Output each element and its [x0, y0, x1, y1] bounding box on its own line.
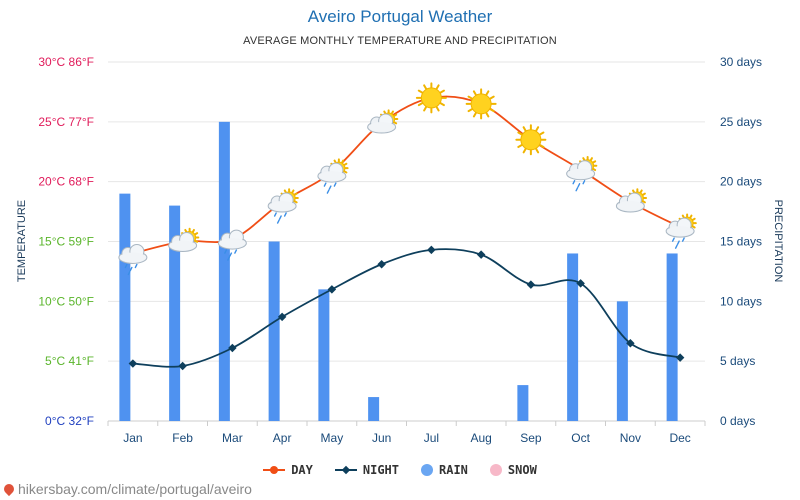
- rain-circle-icon: [421, 464, 433, 476]
- y-right-tick-label: 25 days: [720, 115, 762, 129]
- night-point: [228, 343, 237, 353]
- day-line-icon: [263, 465, 286, 475]
- y-right-tick-label: 15 days: [720, 235, 762, 249]
- legend-item-snow[interactable]: SNOW: [489, 463, 537, 477]
- x-tick-label: Jun: [372, 431, 391, 445]
- x-tick-label: May: [321, 431, 344, 445]
- map-pin-icon: [1, 481, 17, 497]
- night-point: [277, 312, 287, 322]
- night-point: [178, 361, 187, 371]
- night-point: [128, 359, 138, 368]
- rain-cloud-icon: [217, 229, 247, 261]
- x-tick-label: Apr: [273, 431, 292, 445]
- source-text: hikersbay.com/climate/portugal/aveiro: [18, 481, 252, 497]
- weather-chart: 0°C 32°F 0 days 5°C 41°F 5 days 10°C 50°F 10 …: [16, 55, 784, 445]
- y-left-tick-label: 25°C 77°F: [38, 115, 94, 129]
- x-tick-label: Sep: [520, 431, 542, 445]
- night-point: [377, 259, 386, 269]
- x-tick-label: Jul: [424, 431, 439, 445]
- legend-label-night: NIGHT: [362, 463, 399, 477]
- x-tick-label: Feb: [172, 431, 193, 445]
- night-point: [526, 280, 536, 289]
- y-left-tick-label: 15°C 59°F: [38, 235, 94, 249]
- y-right-tick-label: 5 days: [720, 354, 755, 368]
- rain-sun-cloud-icon: [665, 213, 697, 249]
- y-right-axis-title: PRECIPITATION: [772, 200, 784, 283]
- snow-circle-icon: [489, 464, 502, 476]
- sun-cloud-icon: [367, 109, 399, 134]
- legend-label-day: DAY: [291, 463, 313, 477]
- legend-item-rain[interactable]: RAIN: [421, 463, 468, 477]
- rain-bar: [119, 193, 131, 421]
- rain-bar: [169, 205, 181, 421]
- x-tick-label: Aug: [470, 431, 491, 445]
- rain-bar: [318, 289, 330, 421]
- x-tick-label: Dec: [669, 431, 690, 445]
- x-tick-label: Mar: [222, 431, 243, 445]
- rain-bar: [268, 241, 280, 421]
- rain-bar: [616, 301, 628, 421]
- rain-bar: [666, 253, 678, 421]
- night-point: [626, 338, 635, 348]
- y-left-tick-label: 0°C 32°F: [45, 414, 94, 428]
- rain-sun-cloud-icon: [317, 158, 349, 194]
- y-right-tick-label: 10 days: [720, 294, 762, 308]
- y-right-tick-label: 20 days: [720, 175, 762, 189]
- legend-item-night[interactable]: NIGHT: [334, 463, 399, 477]
- night-point: [675, 353, 685, 362]
- rain-sun-cloud-icon: [566, 156, 598, 192]
- legend-label-snow: SNOW: [507, 463, 537, 477]
- y-left-tick-label: 10°C 50°F: [38, 294, 94, 308]
- x-tick-label: Nov: [620, 431, 641, 445]
- y-left-tick-label: 20°C 68°F: [38, 175, 94, 189]
- chart-legend: DAY NIGHT RAIN SNOW: [0, 463, 800, 477]
- legend-label-rain: RAIN: [439, 463, 468, 477]
- x-tick-label: Jan: [123, 431, 142, 445]
- legend-item-day[interactable]: DAY: [263, 463, 313, 477]
- rain-bar: [517, 385, 529, 421]
- night-line: [132, 248, 681, 368]
- night-point: [427, 245, 436, 255]
- rain-bar: [368, 397, 380, 421]
- night-line-icon: [334, 465, 357, 475]
- sun-icon: [465, 88, 497, 120]
- rain-sun-cloud-icon: [267, 188, 299, 224]
- source-link[interactable]: hikersbay.com/climate/portugal/aveiro: [1, 481, 252, 497]
- night-point: [327, 285, 337, 294]
- rain-cloud-icon: [118, 243, 148, 276]
- y-left-axis-title: TEMPERATURE: [16, 200, 28, 282]
- sun-icon: [415, 82, 447, 114]
- chart-subtitle: AVERAGE MONTHLY TEMPERATURE AND PRECIPIT…: [243, 35, 557, 47]
- y-left-tick-label: 5°C 41°F: [45, 354, 94, 368]
- rain-bar: [567, 253, 579, 421]
- sun-cloud-icon: [615, 188, 648, 213]
- sun-cloud-icon: [168, 227, 200, 252]
- y-right-tick-label: 30 days: [720, 55, 762, 69]
- day-line: [132, 95, 681, 255]
- sun-icon: [515, 124, 547, 156]
- rain-bar: [218, 121, 230, 421]
- night-point: [476, 250, 486, 259]
- x-tick-label: Oct: [571, 431, 590, 445]
- chart-title: Aveiro Portugal Weather: [307, 7, 493, 26]
- night-point: [576, 279, 585, 288]
- y-left-tick-label: 30°C 86°F: [38, 55, 94, 69]
- y-right-tick-label: 0 days: [720, 414, 755, 428]
